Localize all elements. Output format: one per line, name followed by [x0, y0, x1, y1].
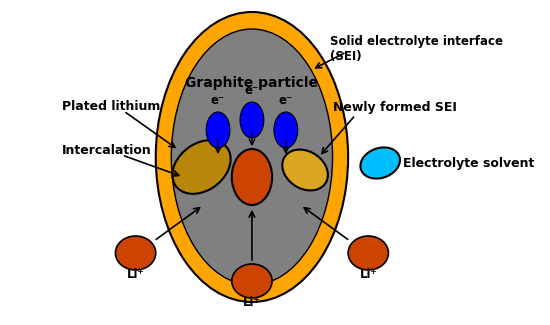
Ellipse shape	[156, 12, 348, 302]
Ellipse shape	[282, 150, 328, 190]
Text: Graphite particle: Graphite particle	[185, 76, 318, 90]
Text: e⁻: e⁻	[211, 94, 225, 107]
Ellipse shape	[348, 236, 388, 270]
Text: e⁻: e⁻	[279, 94, 293, 107]
Text: Intercalation: Intercalation	[62, 145, 152, 158]
Text: Plated lithium: Plated lithium	[62, 100, 161, 113]
Ellipse shape	[116, 236, 156, 270]
Ellipse shape	[360, 148, 400, 178]
Text: Li⁺: Li⁺	[127, 268, 145, 281]
Ellipse shape	[232, 149, 272, 205]
Ellipse shape	[206, 112, 230, 148]
Ellipse shape	[172, 140, 230, 194]
Text: Electrolyte solvent: Electrolyte solvent	[403, 157, 535, 170]
Ellipse shape	[274, 112, 298, 148]
Text: Newly formed SEI: Newly formed SEI	[333, 100, 458, 113]
Text: e⁻: e⁻	[245, 84, 259, 97]
Text: Solid electrolyte interface
(SEI): Solid electrolyte interface (SEI)	[330, 35, 503, 63]
Text: Li⁺: Li⁺	[360, 268, 377, 281]
Text: Li⁺: Li⁺	[243, 296, 261, 309]
Ellipse shape	[171, 29, 333, 285]
Ellipse shape	[240, 102, 264, 138]
Ellipse shape	[232, 264, 272, 298]
